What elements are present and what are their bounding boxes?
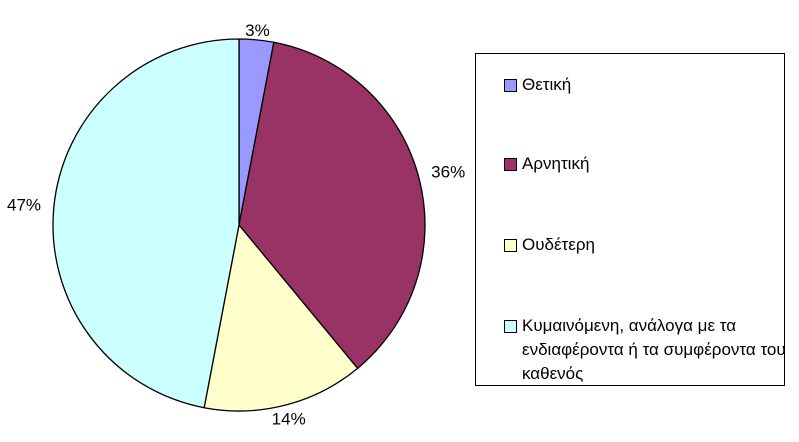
legend-swatch-negative [504, 158, 517, 171]
legend-swatch-positive [504, 79, 517, 92]
pie-slice-fluctuating [53, 39, 239, 408]
legend-label-negative: Αρνητική [522, 152, 787, 176]
data-label-neutral: 14% [272, 410, 306, 429]
legend-label-fluctuating: Κυμαινόμενη, ανάλογα με τα ενδιαφέροντα … [522, 314, 787, 386]
data-label-positive: 3% [245, 21, 270, 40]
data-label-fluctuating: 47% [7, 196, 41, 215]
legend-label-neutral: Ουδέτερη [522, 233, 787, 257]
legend-swatch-fluctuating [504, 320, 517, 333]
legend: Θετική Αρνητική Ουδέτερη Κυμαινόμενη, αν… [475, 53, 785, 386]
legend-item-positive: Θετική [504, 73, 787, 97]
legend-item-fluctuating: Κυμαινόμενη, ανάλογα με τα ενδιαφέροντα … [504, 314, 787, 386]
data-label-negative: 36% [431, 162, 465, 181]
legend-item-neutral: Ουδέτερη [504, 233, 787, 257]
legend-label-positive: Θετική [522, 73, 787, 97]
legend-item-negative: Αρνητική [504, 152, 787, 176]
legend-swatch-neutral [504, 239, 517, 252]
